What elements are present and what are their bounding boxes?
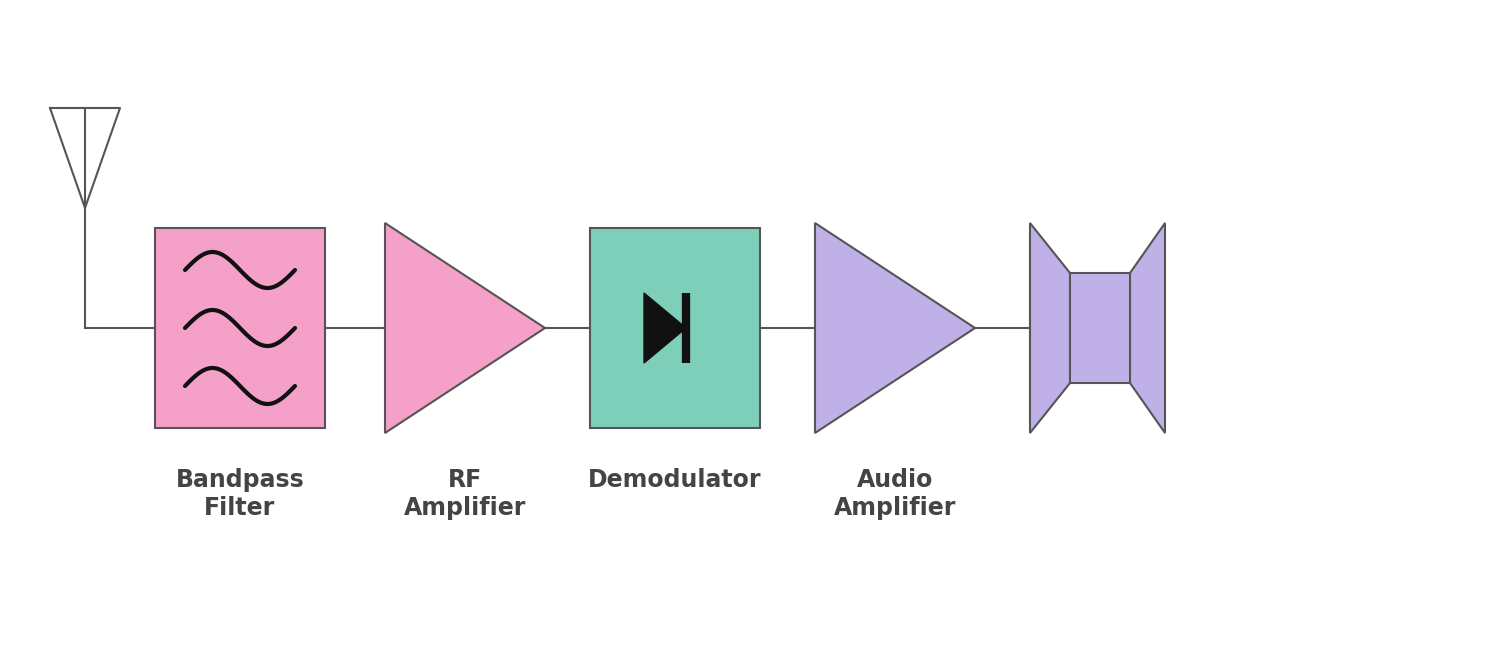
FancyBboxPatch shape (154, 228, 326, 428)
Polygon shape (1030, 223, 1069, 433)
Polygon shape (815, 223, 975, 433)
FancyBboxPatch shape (590, 228, 760, 428)
Text: Bandpass
Filter: Bandpass Filter (176, 468, 304, 520)
Text: Demodulator: Demodulator (588, 468, 762, 492)
Polygon shape (644, 293, 686, 363)
FancyBboxPatch shape (1070, 273, 1130, 383)
Polygon shape (386, 223, 544, 433)
Text: RF
Amplifier: RF Amplifier (404, 468, 526, 520)
Text: Audio
Amplifier: Audio Amplifier (834, 468, 956, 520)
Polygon shape (1130, 223, 1166, 433)
